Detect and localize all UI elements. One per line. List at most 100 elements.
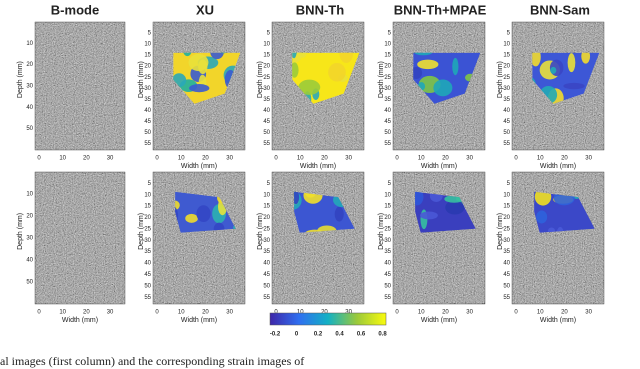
depth-axis-label: Depth (mm) (497, 213, 504, 250)
y-tick-label: 25 (384, 75, 391, 81)
y-tick-label: 35 (503, 249, 510, 255)
y-tick-label: 15 (263, 53, 270, 59)
y-tick-label: 30 (503, 238, 510, 244)
column-title: BNN-Th (296, 2, 344, 17)
ultrasound-image (153, 172, 245, 304)
y-tick-label: 5 (507, 31, 511, 37)
y-tick-label: 30 (144, 86, 151, 92)
x-tick-label: 20 (442, 310, 449, 316)
y-tick-label: 15 (263, 204, 270, 210)
x-tick-label: 30 (466, 156, 473, 162)
y-tick-label: 30 (263, 238, 270, 244)
strain-blob (294, 191, 300, 205)
column-title: BNN-Sam (530, 2, 590, 17)
column-title: B-mode (51, 2, 99, 17)
y-tick-label: 35 (384, 249, 391, 255)
panels: B-mode XU BNN-Th BNN-Th+MPAE BNN-Sam 10 20 30 40… (17, 2, 605, 338)
y-tick-label: 15 (384, 204, 391, 210)
y-tick-label: 30 (144, 238, 151, 244)
strain-blob (175, 200, 180, 211)
y-tick-label: 50 (503, 130, 510, 136)
strain-blob (444, 195, 464, 203)
strain-blob (198, 59, 208, 75)
y-tick-label: 35 (144, 97, 151, 103)
y-tick-label: 30 (26, 84, 33, 90)
y-tick-label: 45 (503, 119, 510, 125)
y-tick-label: 40 (384, 261, 391, 267)
x-tick-label: 30 (345, 156, 352, 162)
y-tick-label: 45 (384, 272, 391, 278)
strain-blob (182, 52, 192, 57)
x-tick-label: 30 (107, 310, 114, 316)
x-tick-label: 10 (537, 310, 544, 316)
x-tick-label: 10 (59, 156, 66, 162)
colorbar-tick-label: -0.2 (270, 332, 281, 338)
y-tick-label: 25 (144, 75, 151, 81)
image-frame (34, 171, 126, 305)
image-frame (271, 171, 365, 305)
depth-axis-label: Depth (mm) (378, 213, 385, 250)
y-tick-label: 10 (263, 192, 270, 198)
strain-blob (328, 62, 346, 82)
width-axis-label: Width (mm) (421, 317, 457, 324)
width-axis-label: Width (mm) (181, 163, 217, 170)
y-tick-label: 10 (144, 192, 151, 198)
y-tick-label: 40 (144, 108, 151, 114)
strain-blob (581, 52, 591, 64)
y-tick-label: 40 (503, 261, 510, 267)
y-tick-label: 5 (267, 181, 271, 187)
y-tick-label: 30 (503, 86, 510, 92)
y-tick-label: 20 (144, 215, 151, 221)
y-tick-label: 30 (384, 86, 391, 92)
y-tick-label: 10 (263, 42, 270, 48)
x-tick-label: 10 (418, 156, 425, 162)
column-title: XU (196, 2, 214, 17)
strain-overlay (415, 191, 476, 233)
x-tick-label: 0 (274, 310, 278, 316)
x-tick-label: 10 (59, 310, 66, 316)
x-tick-label: 0 (37, 310, 41, 316)
depth-axis-label: Depth (mm) (138, 61, 145, 98)
width-axis-label: Width (mm) (181, 317, 217, 324)
y-tick-label: 55 (384, 295, 391, 301)
x-tick-label: 0 (155, 310, 159, 316)
y-tick-label: 45 (144, 272, 151, 278)
x-tick-label: 0 (155, 156, 159, 162)
y-tick-label: 25 (384, 226, 391, 232)
x-tick-label: 30 (466, 310, 473, 316)
y-tick-label: 25 (503, 226, 510, 232)
strain-blob (298, 52, 307, 58)
y-tick-label: 55 (144, 295, 151, 301)
y-tick-label: 10 (503, 42, 510, 48)
y-tick-label: 40 (503, 108, 510, 114)
y-tick-label: 55 (503, 295, 510, 301)
y-tick-label: 40 (26, 105, 33, 111)
ultrasound-image (393, 172, 485, 304)
y-tick-label: 55 (263, 141, 270, 147)
width-axis-label: Width (mm) (421, 163, 457, 170)
x-tick-label: 0 (274, 156, 278, 162)
x-tick-label: 10 (418, 310, 425, 316)
strain-blob (292, 52, 303, 64)
strain-blob (445, 200, 465, 215)
y-tick-label: 45 (503, 272, 510, 278)
y-tick-label: 30 (384, 238, 391, 244)
x-tick-label: 0 (37, 156, 41, 162)
y-tick-label: 5 (148, 181, 152, 187)
x-tick-label: 20 (321, 310, 328, 316)
y-tick-label: 50 (26, 280, 33, 286)
strain-blob (298, 79, 321, 95)
strain-blob (414, 52, 433, 56)
strain-blob (563, 82, 585, 90)
colorbar-tick-label: 0 (295, 332, 299, 338)
x-tick-label: 30 (345, 310, 352, 316)
y-tick-label: 30 (263, 86, 270, 92)
y-tick-label: 25 (144, 226, 151, 232)
y-tick-label: 15 (144, 204, 151, 210)
colorbar-tick-label: 0.6 (357, 332, 366, 338)
x-tick-label: 10 (178, 156, 185, 162)
strain-blob (413, 66, 423, 80)
x-tick-label: 0 (514, 156, 518, 162)
